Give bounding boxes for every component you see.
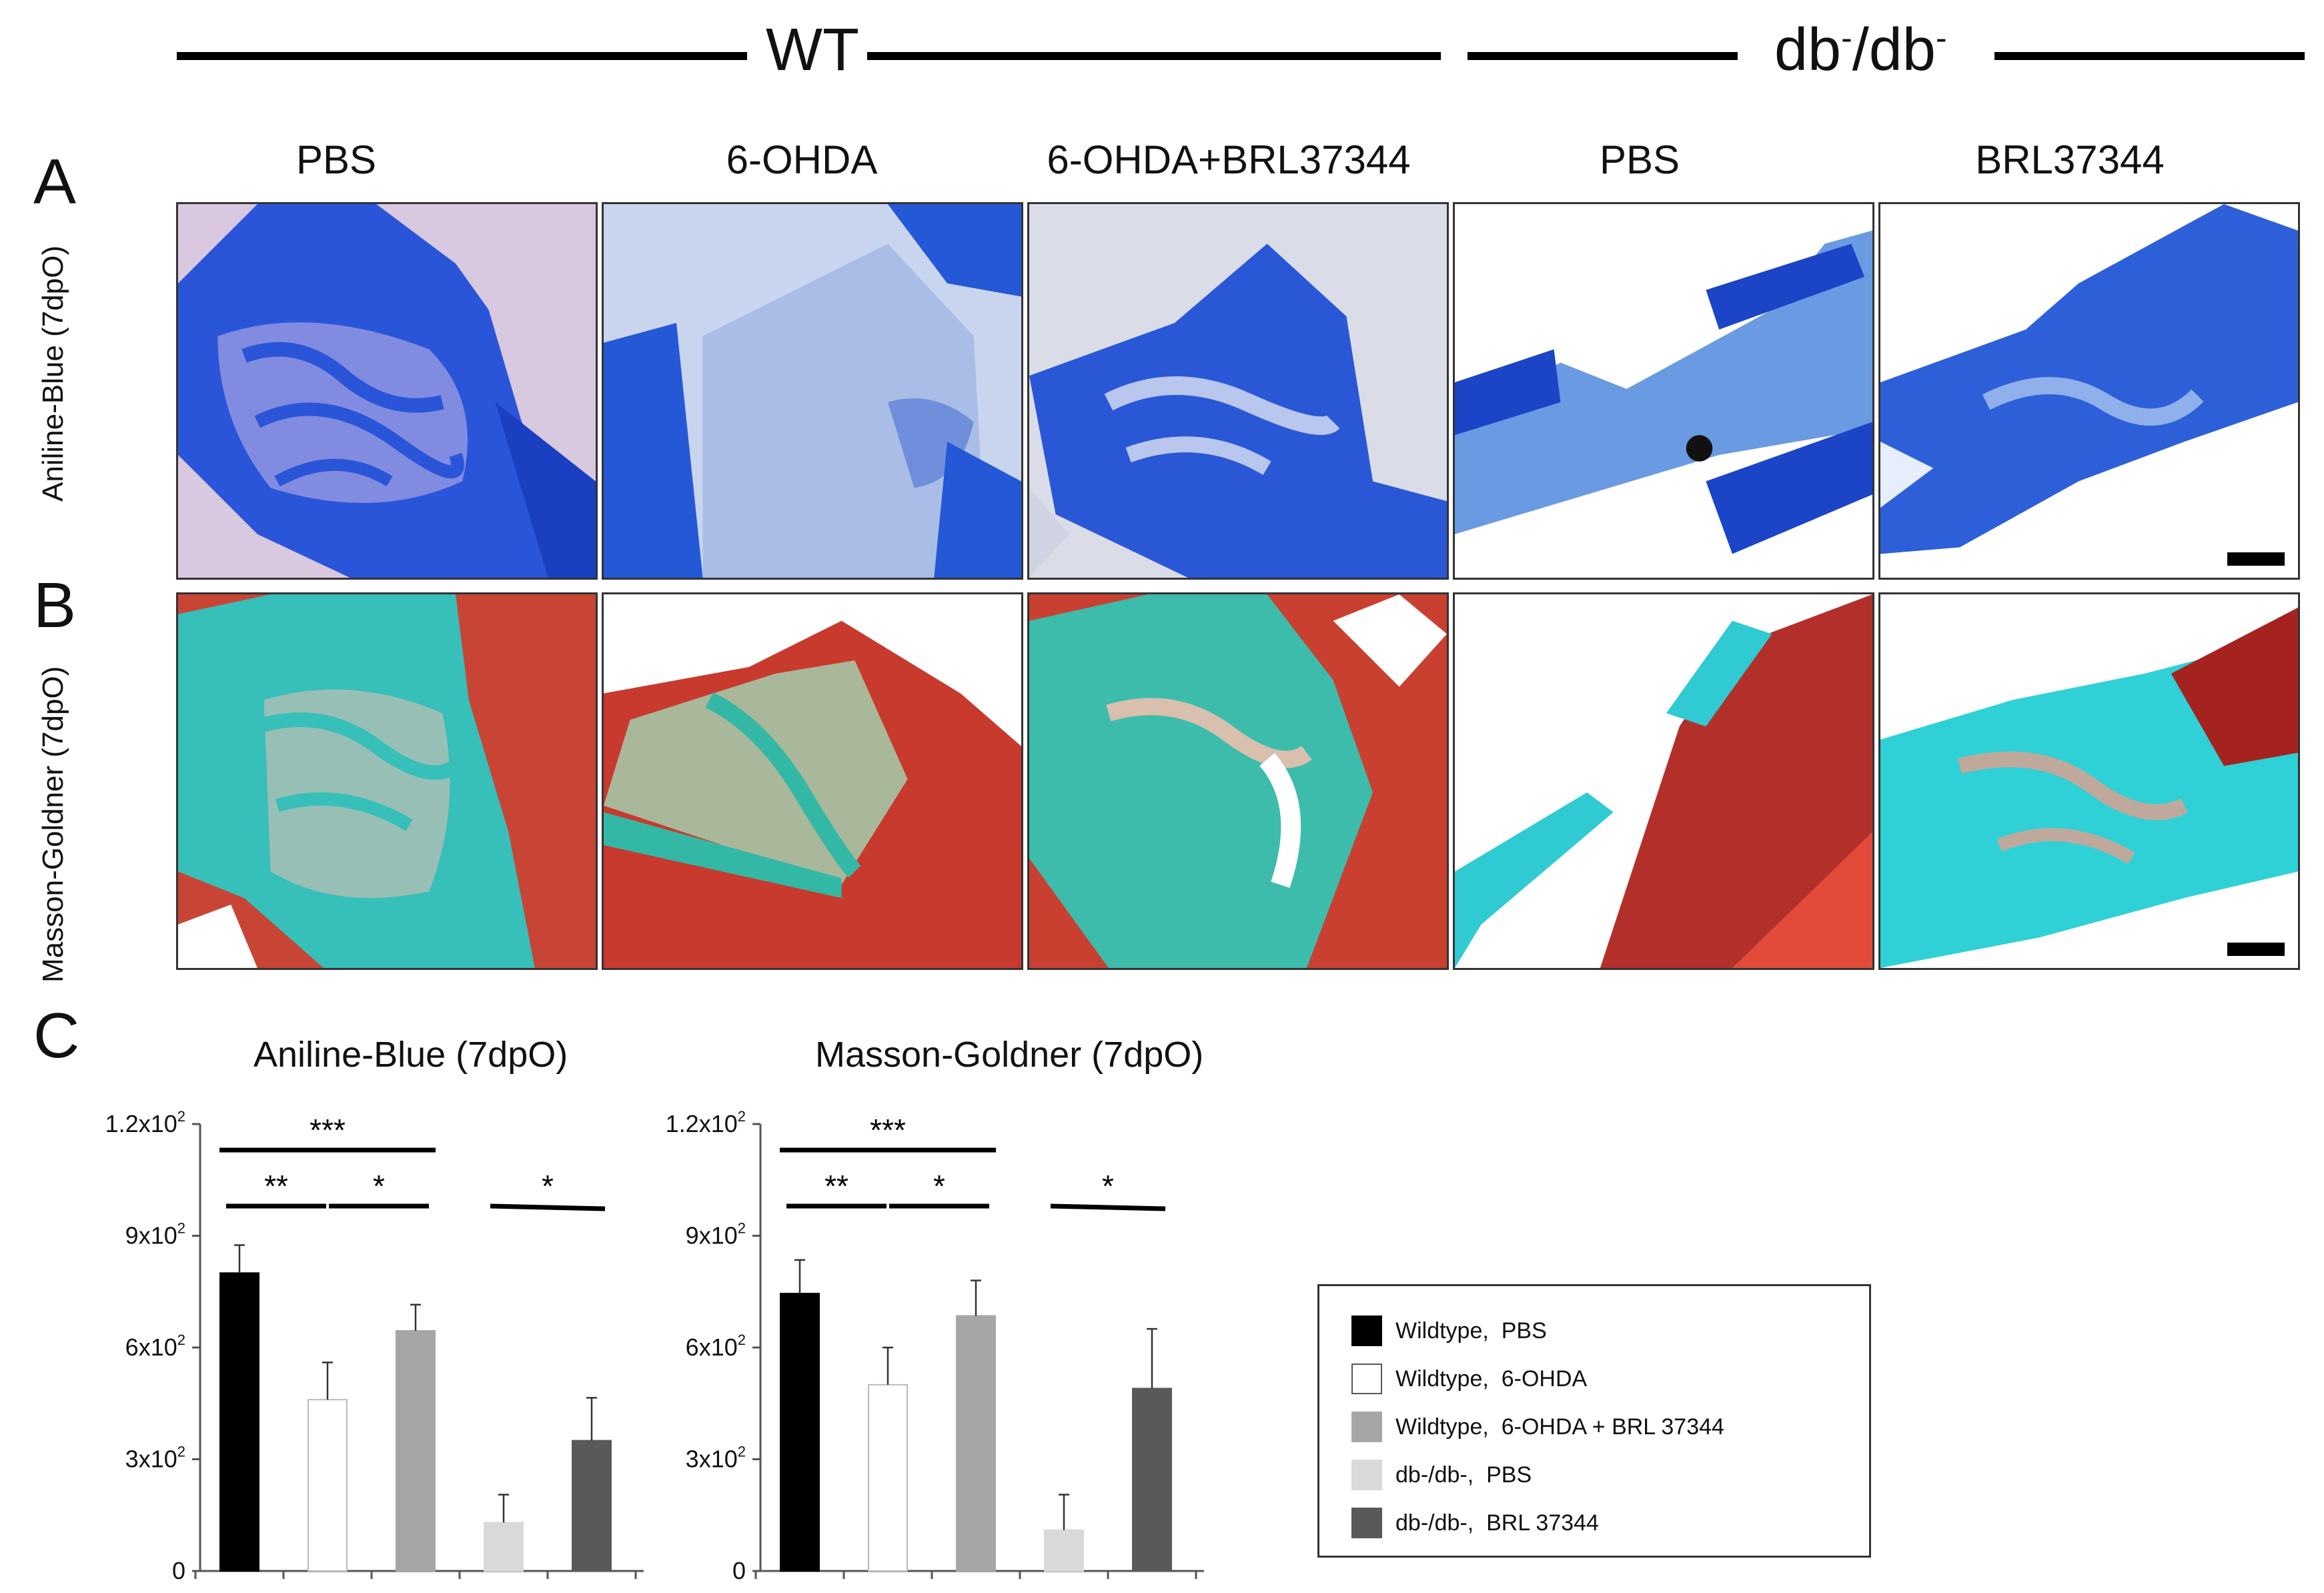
legend-text: Wildtype, 6-OHDA bbox=[1395, 1366, 1588, 1392]
y-tick-label: 9x102 bbox=[686, 1220, 746, 1249]
histology-aniline-wt-6ohda bbox=[602, 202, 1023, 580]
y-tick-label: 6x102 bbox=[125, 1332, 185, 1361]
y-tick-label: 9x102 bbox=[125, 1220, 185, 1249]
scale-bar-masson bbox=[2227, 943, 2285, 956]
significance-label: * bbox=[933, 1169, 945, 1203]
y-tick-label: 1.2x102 bbox=[105, 1108, 185, 1137]
legend-item: Wildtype, 6-OHDA bbox=[1351, 1361, 1587, 1397]
col-label-db-brl: BRL37344 bbox=[1975, 137, 2165, 182]
col-label-db-pbs: PBS bbox=[1599, 137, 1680, 182]
legend-text: Wildtype, PBS bbox=[1395, 1317, 1547, 1344]
significance-label: *** bbox=[870, 1113, 906, 1147]
col-label-wt-6ohda: 6-OHDA bbox=[726, 137, 878, 182]
y-tick-label: 0 bbox=[732, 1557, 746, 1584]
bar bbox=[572, 1440, 612, 1572]
legend-item: Wildtype, 6-OHDA + BRL 37344 bbox=[1351, 1409, 1724, 1445]
chart-title-aniline: Aniline-Blue (7dpO) bbox=[253, 1035, 568, 1075]
histology-aniline-db-brl bbox=[1878, 202, 2300, 580]
legend-swatch bbox=[1351, 1315, 1382, 1346]
y-tick-label: 6x102 bbox=[686, 1332, 746, 1361]
panel-letter-a: A bbox=[33, 146, 77, 217]
col-label-wt-6ohda-brl: 6-OHDA+BRL37344 bbox=[1047, 137, 1411, 182]
bar bbox=[1044, 1529, 1084, 1572]
row-label-masson: Masson-Goldner (7dpO) bbox=[37, 666, 69, 983]
significance-label: ** bbox=[264, 1169, 288, 1203]
significance-label: * bbox=[373, 1169, 385, 1203]
bar bbox=[780, 1293, 820, 1572]
y-tick-label: 3x102 bbox=[686, 1444, 746, 1473]
db-rule-left bbox=[1468, 52, 1738, 60]
significance-label: * bbox=[1102, 1169, 1114, 1203]
legend-swatch bbox=[1351, 1364, 1382, 1394]
wt-rule-right bbox=[867, 52, 1441, 60]
scale-bar-aniline bbox=[2227, 552, 2285, 566]
bar bbox=[868, 1384, 908, 1572]
row-label-aniline: Aniline-Blue (7dpO) bbox=[37, 245, 69, 502]
y-tick-label: 0 bbox=[172, 1557, 185, 1584]
legend-swatch bbox=[1351, 1412, 1382, 1442]
db-rule-right bbox=[1994, 52, 2305, 60]
chart-legend: Wildtype, PBS Wildtype, 6-OHDA Wildtype,… bbox=[1317, 1284, 1871, 1558]
wt-rule-left bbox=[177, 52, 747, 60]
legend-text: Wildtype, 6-OHDA + BRL 37344 bbox=[1395, 1414, 1724, 1440]
histology-masson-wt-6ohda bbox=[602, 592, 1023, 970]
significance-label: ** bbox=[824, 1169, 848, 1203]
histology-masson-db-pbs bbox=[1453, 592, 1874, 970]
bar bbox=[396, 1330, 436, 1572]
legend-swatch bbox=[1351, 1460, 1382, 1490]
panel-letter-b: B bbox=[33, 570, 77, 641]
legend-swatch bbox=[1351, 1508, 1382, 1538]
chart-title-masson: Masson-Goldner (7dpO) bbox=[815, 1035, 1204, 1075]
bar bbox=[1132, 1388, 1172, 1572]
legend-text: db-/db-, BRL 37344 bbox=[1395, 1510, 1599, 1536]
col-label-wt-pbs: PBS bbox=[296, 137, 377, 182]
histology-aniline-wt-pbs bbox=[176, 202, 598, 580]
bar bbox=[219, 1272, 259, 1572]
bar bbox=[956, 1315, 996, 1572]
histology-aniline-wt-6ohda-brl bbox=[1027, 202, 1449, 580]
histology-masson-wt-pbs bbox=[176, 592, 598, 970]
histology-masson-db-brl bbox=[1878, 592, 2300, 970]
legend-item: Wildtype, PBS bbox=[1351, 1313, 1547, 1349]
significance-bar bbox=[490, 1203, 606, 1211]
significance-bar bbox=[1050, 1203, 1166, 1211]
wt-label: WT bbox=[766, 17, 859, 83]
y-tick-label: 1.2x102 bbox=[666, 1108, 746, 1137]
significance-label: *** bbox=[310, 1113, 346, 1147]
significance-label: * bbox=[542, 1169, 554, 1203]
legend-item: db-/db-, BRL 37344 bbox=[1351, 1505, 1599, 1541]
histology-aniline-db-pbs bbox=[1453, 202, 1874, 580]
histology-masson-wt-6ohda-brl bbox=[1027, 592, 1449, 970]
bar bbox=[308, 1399, 348, 1572]
legend-text: db-/db-, PBS bbox=[1395, 1462, 1532, 1488]
legend-item: db-/db-, PBS bbox=[1351, 1457, 1532, 1493]
bar bbox=[484, 1522, 524, 1572]
db-label: db-/db- bbox=[1774, 17, 1947, 83]
panel-letter-c: C bbox=[33, 1000, 80, 1071]
y-tick-label: 3x102 bbox=[125, 1444, 185, 1473]
